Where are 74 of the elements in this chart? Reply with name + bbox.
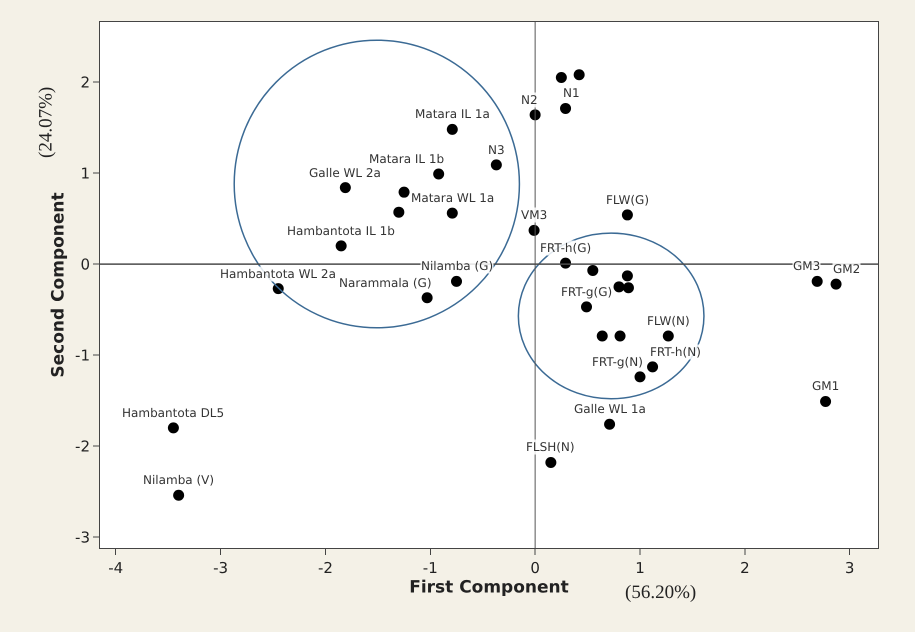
x-axis-title: First Component — [409, 577, 569, 598]
y-axis-title: Second Component — [48, 192, 69, 378]
y-tick-label: 2 — [80, 73, 90, 92]
annotation: N1 — [563, 86, 580, 100]
annotation: Galle WL 1a — [574, 402, 646, 416]
annotation: GM1 — [812, 379, 840, 393]
annotation: GM2 — [833, 262, 860, 276]
point — [614, 330, 626, 342]
x-tick-label: 1 — [635, 559, 645, 577]
point — [336, 240, 347, 252]
point — [560, 102, 572, 114]
point — [830, 278, 842, 290]
point — [340, 182, 351, 194]
text: (56.20%) — [625, 582, 696, 603]
point — [587, 264, 598, 276]
x-tick-label: 3 — [844, 559, 854, 577]
annotation: Galle WL 2a — [309, 166, 381, 180]
annotation: Matara IL 1a — [415, 107, 490, 121]
point — [168, 422, 179, 434]
y-tick-label: -1 — [75, 346, 90, 364]
y-tick-label: 0 — [80, 255, 90, 274]
point — [662, 330, 674, 342]
annotation: FLSH(N) — [526, 440, 575, 454]
annotation: FRT-h(G) — [540, 241, 592, 255]
annotation: GM3 — [793, 259, 820, 273]
annotation: Matara WL 1a — [411, 191, 494, 205]
point — [604, 418, 616, 430]
x-tick-label: -3 — [213, 559, 228, 577]
annotation: VM3 — [521, 208, 548, 222]
point — [574, 69, 585, 80]
point — [812, 276, 823, 287]
x-tick-label: -2 — [318, 559, 333, 577]
x-tick-label: 2 — [740, 559, 750, 577]
point — [433, 168, 444, 180]
annotation: FRT-h(N) — [650, 345, 701, 359]
annotation: FLW(G) — [606, 193, 650, 207]
point — [545, 456, 556, 468]
annotation: N2 — [521, 93, 538, 107]
x-tick-label: -4 — [108, 559, 124, 577]
point — [446, 124, 458, 135]
point — [634, 371, 646, 382]
annotation: FRT-g(N) — [592, 355, 643, 369]
annotation: Narammala (G) — [339, 276, 432, 290]
point — [622, 209, 633, 220]
annotation: Matara IL 1b — [369, 152, 444, 166]
point — [820, 396, 832, 407]
annotation: FLW(N) — [647, 314, 690, 328]
y-tick-label: -3 — [75, 528, 90, 546]
point — [446, 208, 458, 219]
y-tick-label: 1 — [80, 164, 90, 182]
x-tick-label: 0 — [530, 559, 540, 577]
point — [647, 361, 658, 372]
point — [422, 292, 433, 304]
point — [596, 330, 608, 342]
point — [614, 281, 625, 292]
y-tick-label: -2 — [75, 437, 90, 456]
annotation: Nilamba (V) — [143, 473, 214, 487]
point — [451, 276, 462, 287]
annotation: Hambantota WL 2a — [220, 267, 336, 281]
annotation: Nilamba (G) — [421, 259, 494, 273]
annotation: Hambantota DL5 — [122, 406, 224, 420]
point — [490, 159, 502, 170]
point — [393, 206, 404, 218]
point — [622, 282, 634, 294]
point — [622, 270, 633, 282]
point — [173, 490, 184, 501]
point — [581, 301, 592, 312]
point — [556, 72, 567, 84]
x-tick-label: -1 — [422, 559, 438, 577]
point — [398, 186, 410, 198]
annotation: FRT-g(G) — [561, 285, 612, 299]
annotation: Hambantota IL 1b — [287, 224, 395, 238]
annotation: N3 — [488, 143, 505, 157]
text: (24.07%) — [36, 86, 57, 158]
